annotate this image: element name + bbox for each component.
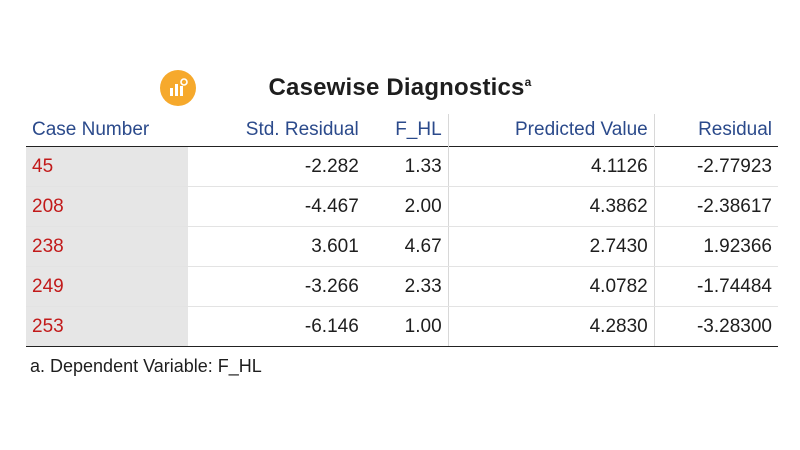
predicted-value-cell: 2.7430	[447, 226, 655, 267]
predicted-value-cell: 4.1126	[447, 146, 655, 187]
case-number-cell: 249	[26, 266, 188, 307]
std-residual-cell: -6.146	[188, 306, 365, 347]
table-row: 238 3.601 4.67 2.7430 1.92366	[26, 226, 778, 267]
std-residual-cell: -2.282	[188, 146, 365, 187]
predicted-value-cell: 4.2830	[447, 306, 655, 347]
col-header-std-residual: Std. Residual	[245, 119, 359, 140]
title-superscript: a	[524, 75, 532, 89]
table-row: 45 -2.282 1.33 4.1126 -2.77923	[26, 146, 778, 187]
std-residual-cell: -3.266	[188, 266, 365, 307]
table-row: 208 -4.467 2.00 4.3862 -2.38617	[26, 186, 778, 227]
chart-logo-icon	[160, 70, 196, 106]
table-title: Casewise Diagnosticsa	[0, 74, 800, 102]
residual-cell: -3.28300	[653, 306, 778, 347]
case-number-cell: 45	[26, 146, 188, 187]
predicted-value-cell: 4.0782	[447, 266, 655, 307]
header-row: Case Number Std. Residual F_HL Predicted…	[26, 114, 778, 147]
table-row: 253 -6.146 1.00 4.2830 -3.28300	[26, 306, 778, 347]
col-header-residual: Residual	[653, 114, 778, 147]
col-header-f-hl: F_HL	[395, 119, 442, 140]
case-number-cell: 208	[26, 186, 188, 227]
casewise-diagnostics-table: Case Number Std. Residual F_HL Predicted…	[26, 114, 778, 347]
predicted-value-cell: 4.3862	[447, 186, 655, 227]
f-hl-cell: 2.00	[364, 186, 449, 227]
f-hl-cell: 2.33	[364, 266, 449, 307]
f-hl-cell: 1.33	[364, 146, 449, 187]
footnote: a. Dependent Variable: F_HL	[30, 356, 262, 376]
table-row: 249 -3.266 2.33 4.0782 -1.74484	[26, 266, 778, 307]
residual-cell: 1.92366	[653, 226, 778, 267]
col-header-predicted-value: Predicted Value	[447, 114, 655, 147]
f-hl-cell: 4.67	[364, 226, 449, 267]
std-residual-cell: -4.467	[188, 186, 365, 227]
col-header-case-number: Case Number	[32, 119, 150, 140]
residual-cell: -2.77923	[653, 146, 778, 187]
f-hl-cell: 1.00	[364, 306, 449, 347]
case-number-cell: 253	[26, 306, 188, 347]
case-number-cell: 238	[26, 226, 188, 267]
residual-cell: -2.38617	[653, 186, 778, 227]
residual-cell: -1.74484	[653, 266, 778, 307]
title-text: Casewise Diagnostics	[268, 74, 525, 101]
std-residual-cell: 3.601	[188, 226, 365, 267]
